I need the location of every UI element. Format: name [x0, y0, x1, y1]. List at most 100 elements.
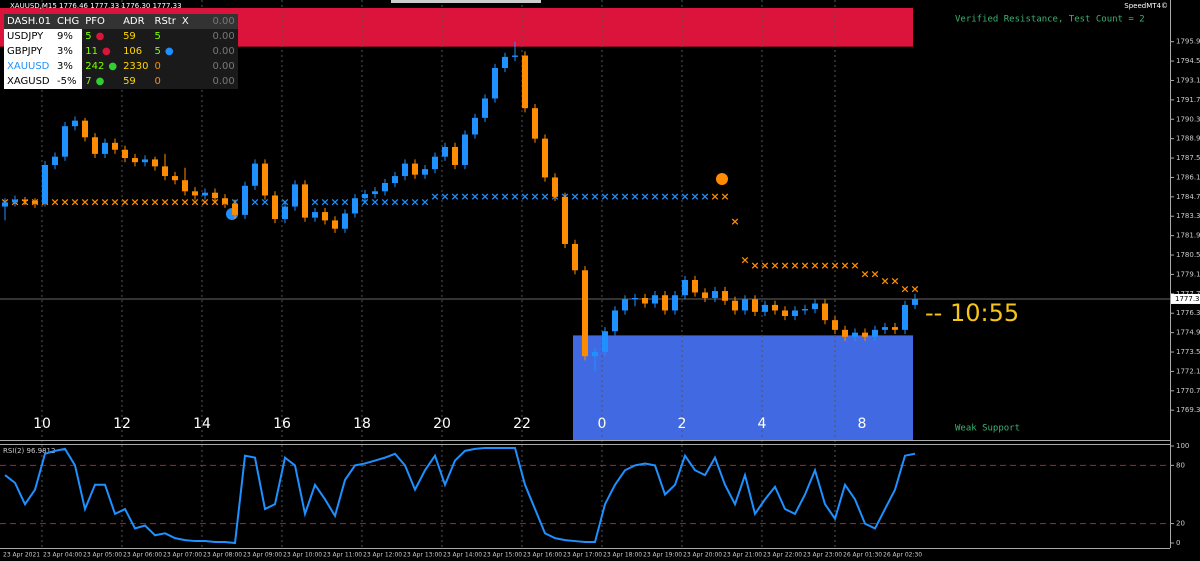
pfo-dot: ●: [95, 76, 105, 87]
candle-body: [122, 149, 128, 159]
rstr-dot: ●: [164, 46, 174, 57]
change: -5%: [53, 74, 83, 89]
candle-body: [252, 163, 258, 186]
adr: 106: [123, 46, 143, 57]
y-tick-label: 1786.10: [1176, 173, 1200, 181]
header-cell: ADR: [123, 16, 145, 27]
candle-body: [852, 332, 858, 337]
brand: SpeedMT4©: [1124, 2, 1168, 10]
hour-label: 20: [433, 416, 451, 432]
y-tick-label: 1773.50: [1176, 348, 1200, 356]
signal-marker: ×: [540, 190, 549, 203]
dashboard-header: DASH.01 CHG PFO ADR RStr X 0.00: [4, 14, 238, 29]
y-tick-label: 1790.30: [1176, 115, 1200, 123]
candle-body: [72, 120, 78, 127]
row-total: 0.00: [212, 61, 235, 72]
close-button[interactable]: X: [181, 16, 189, 27]
candle-body: [772, 304, 778, 311]
y-tick-label: 1774.90: [1176, 329, 1200, 337]
signal-marker: ×: [760, 259, 769, 272]
candle-body: [782, 310, 788, 316]
candle-body: [352, 198, 358, 214]
row-total: 0.00: [212, 31, 235, 42]
row-total: 0.00: [212, 46, 235, 57]
signal-marker: ×: [630, 190, 639, 203]
y-tick-label: 1770.70: [1176, 387, 1200, 395]
candle-body: [472, 117, 478, 135]
signal-marker: ×: [870, 267, 879, 280]
candle-body: [602, 331, 608, 353]
candle-body: [242, 185, 248, 215]
candle-body: [572, 243, 578, 271]
pfo-dot: ●: [95, 31, 105, 42]
signal-marker: ×: [640, 190, 649, 203]
candle-body: [842, 329, 848, 337]
time-label: 23 Apr 16:00: [523, 552, 562, 559]
pfo: 11 ●: [82, 44, 120, 59]
signal-marker: ×: [650, 190, 659, 203]
rstr: 5: [152, 29, 179, 44]
dashboard-row: GBPJPY 3% 11 ● 106 5 ● 0.00: [4, 44, 238, 59]
symbol: USDJPY: [4, 29, 54, 44]
rstr: 0: [152, 59, 179, 74]
signal-marker: ×: [520, 190, 529, 203]
signal-marker: ×: [500, 190, 509, 203]
signal-marker: ×: [590, 190, 599, 203]
signal-marker: ×: [750, 259, 759, 272]
y-tick-label: 1769.30: [1176, 406, 1200, 414]
candle-body: [262, 163, 268, 196]
header-cell: CHG: [56, 16, 80, 27]
candle-body: [882, 327, 888, 330]
signal-marker: ×: [910, 283, 919, 296]
candle-body: [212, 192, 218, 199]
pfo: 5 ●: [82, 29, 120, 44]
time-label: 23 Apr 15:00: [483, 552, 522, 559]
time-label: 23 Apr 05:00: [83, 552, 122, 559]
signal-marker: ×: [440, 190, 449, 203]
candle-body: [32, 201, 38, 204]
rstr-value: 0: [154, 76, 161, 87]
candle-body: [462, 134, 468, 165]
signal-marker: ×: [820, 259, 829, 272]
signal-marker: ×: [660, 190, 669, 203]
candle-body: [512, 55, 518, 57]
signal-marker: ×: [770, 259, 779, 272]
signal-marker: ×: [60, 195, 69, 208]
candle-body: [202, 192, 208, 196]
time-label: 23 Apr 07:00: [163, 552, 202, 559]
candle-body: [802, 309, 808, 311]
candle-body: [402, 163, 408, 177]
signal-marker: ×: [380, 195, 389, 208]
rstr: 0: [152, 74, 179, 89]
change: 9%: [53, 29, 83, 44]
time-label: 23 Apr 21:00: [723, 552, 762, 559]
candle-body: [372, 191, 378, 195]
header-cell: DASH.01: [7, 16, 51, 27]
candle-body: [522, 55, 528, 109]
candle-body: [312, 212, 318, 218]
candle-body: [622, 299, 628, 311]
y-tick-label: 1788.90: [1176, 135, 1200, 143]
pfo-value: 5: [85, 31, 92, 42]
support-zone: [573, 335, 913, 440]
candle-body: [172, 176, 178, 181]
signal-marker: ×: [420, 195, 429, 208]
rsi-title: RSI(2) 96.9812: [3, 447, 55, 455]
candle-body: [872, 329, 878, 337]
signal-marker: ×: [730, 215, 739, 228]
candle-body: [182, 180, 188, 192]
signal-marker: ×: [530, 190, 539, 203]
signal-marker: ×: [120, 195, 129, 208]
time-label: 23 Apr 10:00: [283, 552, 322, 559]
candle-body: [832, 320, 838, 330]
y-tick-label: 1780.50: [1176, 251, 1200, 259]
hour-label: 4: [758, 416, 767, 432]
candle-body: [452, 146, 458, 165]
signal-marker: ×: [890, 274, 899, 287]
candle-body: [812, 303, 818, 310]
y-tick-label: 1777.70: [1176, 290, 1200, 298]
candle-body: [232, 203, 238, 215]
candle-body: [302, 184, 308, 218]
time-label: 23 Apr 18:00: [603, 552, 642, 559]
